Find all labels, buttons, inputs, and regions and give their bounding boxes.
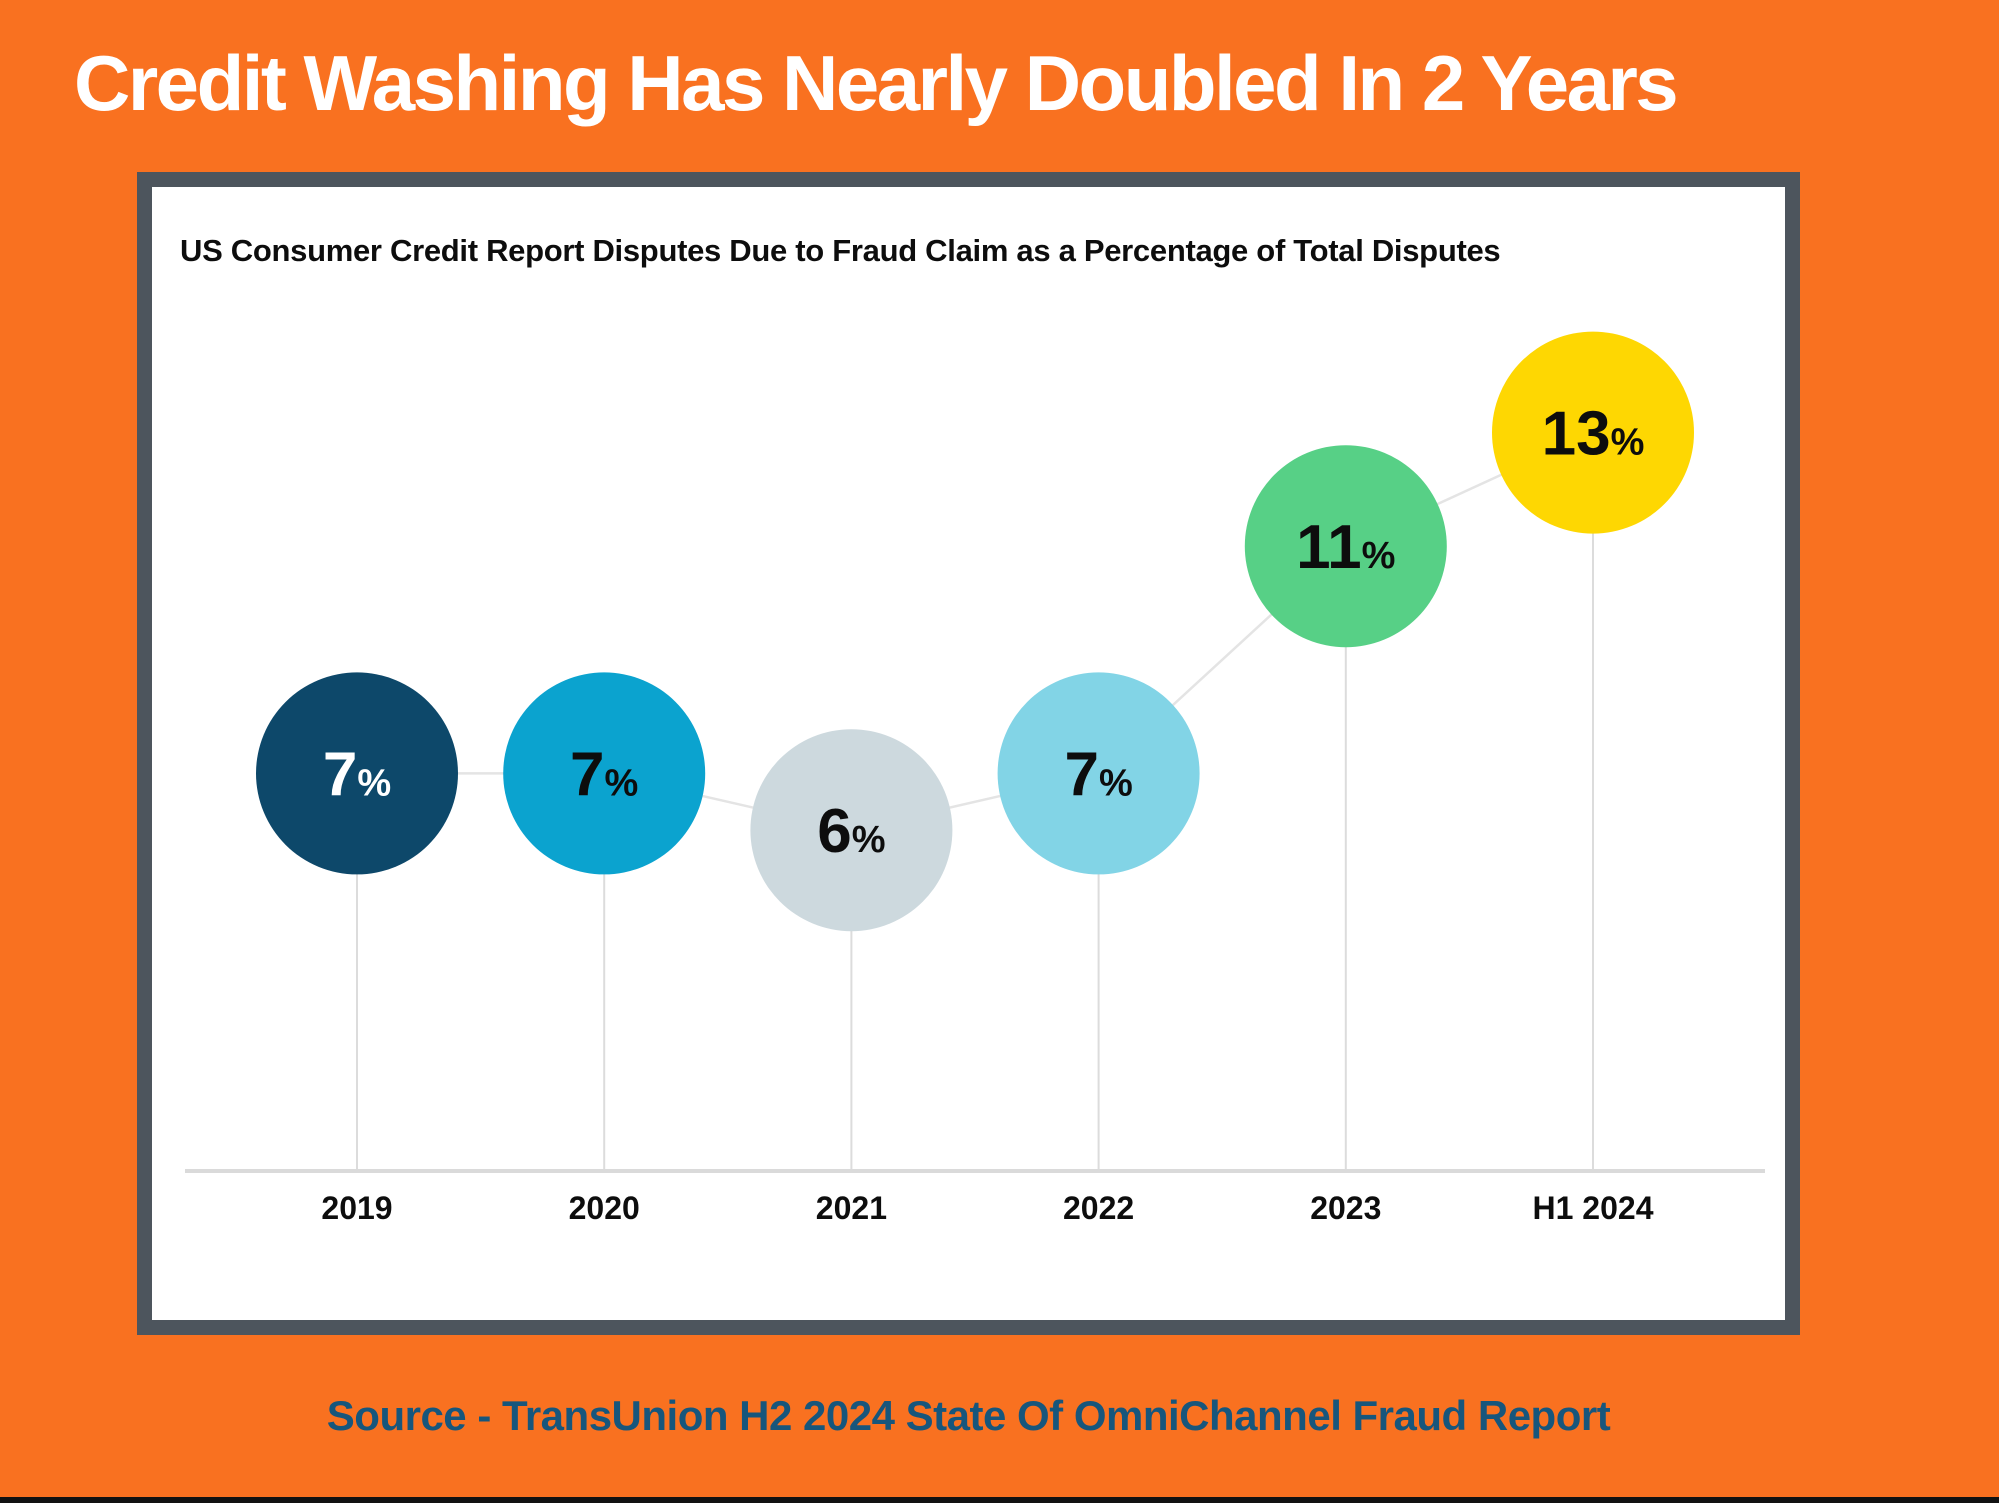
x-axis-label: H1 2024 — [1533, 1190, 1654, 1226]
chart-subtitle: US Consumer Credit Report Disputes Due t… — [180, 233, 1501, 268]
data-point-label: 6% — [817, 797, 885, 866]
data-point — [256, 672, 458, 875]
data-point — [1492, 331, 1694, 534]
data-point-label: 7% — [1064, 740, 1132, 809]
data-point-label: 7% — [323, 740, 391, 809]
data-point-label: 13% — [1542, 400, 1645, 469]
x-axis-label: 2022 — [1063, 1190, 1134, 1226]
x-axis-label: 2019 — [321, 1190, 392, 1226]
x-axis-label: 2023 — [1310, 1190, 1381, 1226]
x-axis-label: 2020 — [569, 1190, 640, 1226]
bubble-line-chart: 7% 7% 6% 7% 11% 13% 2019 2020 2021 2022 2023 H1 202… — [185, 331, 1765, 1226]
chart-panel: US Consumer Credit Report Disputes Due t… — [137, 172, 1800, 1335]
data-point — [997, 672, 1200, 875]
x-axis-label: 2021 — [816, 1190, 887, 1226]
data-point — [503, 672, 706, 875]
data-point — [1244, 445, 1447, 648]
data-point-label: 11% — [1296, 513, 1395, 582]
data-point-label: 7% — [570, 740, 638, 809]
bottom-edge-bar — [0, 1497, 1999, 1503]
source-caption: Source - TransUnion H2 2024 State Of Omn… — [326, 1392, 1611, 1439]
data-point — [750, 729, 953, 932]
page-title: Credit Washing Has Nearly Doubled In 2 Y… — [74, 39, 1679, 127]
